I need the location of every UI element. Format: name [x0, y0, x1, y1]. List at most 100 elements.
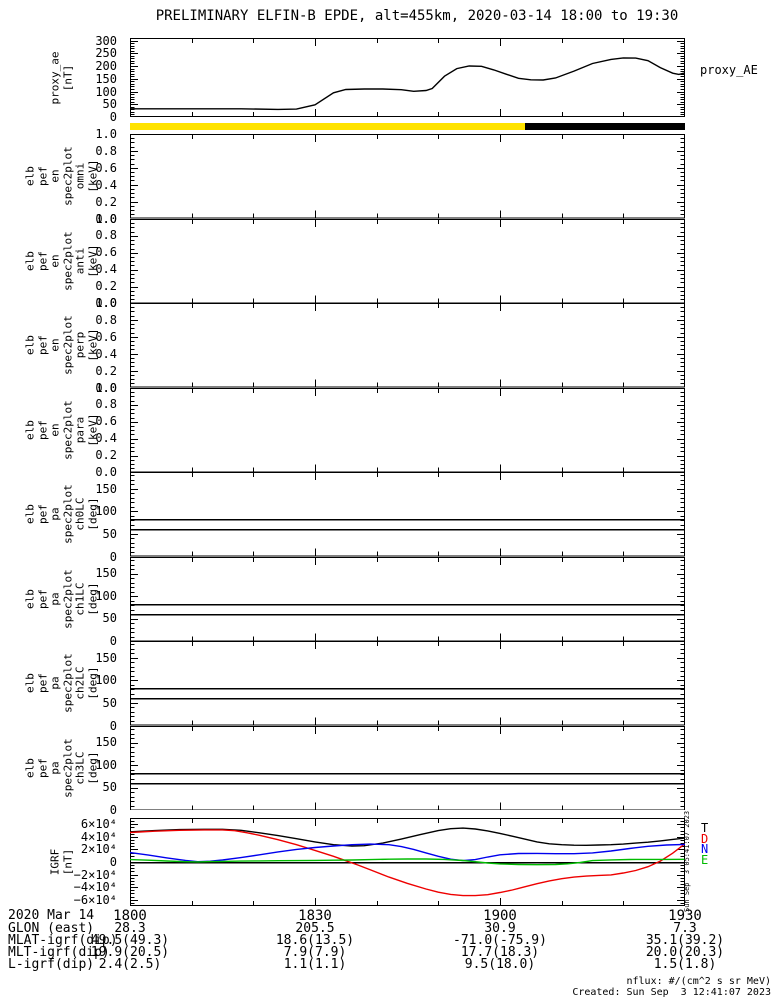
- table-row: MLAT-igrf(dip) 49.5(49.3) 18.6(13.5) -71…: [0, 933, 775, 948]
- table-row-label: MLAT-igrf(dip): [8, 933, 118, 948]
- table-cell: 7.3: [673, 921, 697, 936]
- panel-plot-ch0lc: [130, 472, 685, 557]
- y-tick-label: 100: [95, 504, 117, 519]
- table-cell: 1.1(1.1): [283, 957, 347, 972]
- y-tick-label: 0.8: [95, 228, 117, 243]
- y-tick-label: 250: [95, 46, 117, 61]
- y-tick-label: 0.4: [95, 346, 117, 361]
- panel-ylabel-ch3lc: elb pef pa spec2plot ch3LC [deg]: [23, 737, 100, 798]
- series-igrf_T: [129, 827, 686, 847]
- panel-ylabel-proxy_ae: proxy_ae [nT]: [48, 51, 75, 104]
- panel-anti: [130, 218, 685, 303]
- panel-para: [130, 387, 685, 472]
- y-tick-label: 0: [109, 634, 117, 648]
- y-tick-label: 100: [95, 588, 117, 603]
- panel-ylabel-para: elb pef en spec2plot para [keV]: [23, 399, 100, 460]
- y-tick-label: 50: [102, 780, 117, 795]
- plot-title: PRELIMINARY ELFIN-B EPDE, alt=455km, 202…: [155, 8, 679, 24]
- y-tick-label: 0: [109, 855, 117, 869]
- panel-igrf: [129, 818, 686, 906]
- panel-ylabel-ch0lc: elb pef pa spec2plot ch0LC [deg]: [23, 484, 100, 545]
- table-cell: 17.7(18.3): [460, 945, 540, 960]
- time-tick-label: 1930: [668, 908, 702, 924]
- y-tick-label: −2×10⁴: [73, 867, 117, 882]
- panel-ch3lc: [130, 725, 685, 810]
- y-tick-label: 200: [95, 59, 117, 74]
- table-row: 2020 Mar 14 1800 1830 1900 1930: [0, 908, 775, 924]
- series-proxy_ae: [130, 57, 686, 111]
- panel-plot-ch1lc: [130, 556, 685, 641]
- y-tick-label: 50: [102, 611, 117, 626]
- y-tick-label: 150: [95, 481, 117, 496]
- y-tick-label: 50: [102, 526, 117, 541]
- y-tick-label: 0.2: [95, 194, 117, 209]
- panel-ch2lc: [130, 641, 685, 726]
- table-cell: 20.0(20.3): [645, 945, 725, 960]
- panel-plot-ch3lc: [130, 725, 685, 810]
- y-tick-label: 0.4: [95, 262, 117, 277]
- panel-ylabel-ch2lc: elb pef pa spec2plot ch2LC [deg]: [23, 653, 100, 714]
- table-cell: 2.4(2.5): [98, 957, 162, 972]
- panel-plot-anti: [130, 218, 685, 303]
- table-row-label: 2020 Mar 14: [8, 908, 95, 923]
- flag-segment: [524, 123, 685, 130]
- y-tick-label: 1.0: [95, 211, 117, 226]
- panel-plot-igrf: [129, 818, 686, 906]
- panel-ylabel-omni: elb pef en spec2plot omni [keV]: [23, 146, 100, 207]
- table-row: GLON (east) 28.3 205.5 30.9 7.3: [0, 921, 775, 936]
- panel-plot-proxy_ae: [130, 38, 686, 117]
- y-tick-label: 0: [109, 803, 117, 817]
- y-tick-label: 0.0: [95, 211, 117, 226]
- series-igrf_E: [129, 858, 686, 866]
- time-tick-label: 1900: [483, 908, 517, 924]
- table-cell: -71.0(-75.9): [453, 933, 547, 948]
- y-tick-label: 0.0: [95, 296, 117, 310]
- legend-N: N: [701, 842, 709, 856]
- flux-units-note: nflux: #/(cm^2 s sr MeV): [626, 976, 772, 987]
- y-tick-label: 300: [95, 33, 117, 48]
- y-tick-label: 4×10⁴: [80, 829, 117, 844]
- table-cell: 35.1(39.2): [645, 933, 725, 948]
- table-row-label: MLT-igrf(dip): [8, 945, 110, 960]
- y-tick-label: −4×10⁴: [73, 880, 117, 895]
- y-tick-label: 100: [95, 757, 117, 772]
- table-cell: 18.6(13.5): [275, 933, 355, 948]
- proxy-ae-right-label: proxy_AE: [700, 63, 758, 77]
- y-tick-label: 150: [95, 735, 117, 750]
- panel-plot-omni: [130, 134, 685, 219]
- time-tick-label: 1830: [298, 908, 332, 924]
- panel-proxy_ae: [130, 38, 686, 117]
- y-tick-label: 0.2: [95, 279, 117, 294]
- panel-plot-perp: [130, 303, 685, 388]
- created-timestamp: Created: Sun Sep 3 12:41:07 2023: [572, 987, 771, 998]
- y-tick-label: 1.0: [95, 127, 117, 141]
- panel-perp: [130, 303, 685, 388]
- table-row: L-igrf(dip) 2.4(2.5) 1.1(1.1) 9.5(18.0) …: [0, 957, 775, 972]
- legend-E: E: [701, 852, 709, 867]
- y-tick-label: 150: [95, 566, 117, 581]
- flag-segment: [130, 123, 525, 130]
- panel-omni: [130, 134, 685, 219]
- y-tick-label: 0.2: [95, 448, 117, 463]
- table-row-label: GLON (east): [8, 921, 95, 936]
- panel-ch0lc: [130, 472, 685, 557]
- series-igrf_D: [129, 829, 686, 897]
- table-cell: 19.9(20.5): [90, 945, 170, 960]
- table-cell: 1.5(1.8): [653, 957, 717, 972]
- y-tick-label: 0.0: [95, 380, 117, 395]
- time-tick-label: 1800: [113, 908, 147, 924]
- y-tick-label: 6×10⁴: [80, 817, 117, 832]
- panel-ylabel-igrf: IGRF [nT]: [48, 848, 75, 876]
- y-tick-label: 1.0: [95, 380, 117, 395]
- y-tick-label: 0: [109, 110, 117, 124]
- panel-ylabel-anti: elb pef en spec2plot anti [keV]: [23, 230, 100, 291]
- science-zone-bar: [130, 123, 685, 130]
- y-tick-label: 0.2: [95, 363, 117, 378]
- y-tick-label: 0.6: [95, 160, 117, 175]
- legend-T: T: [701, 821, 709, 835]
- y-tick-label: 0.8: [95, 143, 117, 158]
- y-tick-label: 0.4: [95, 177, 117, 192]
- panel-ylabel-ch1lc: elb pef pa spec2plot ch1LC [deg]: [23, 568, 100, 629]
- y-tick-label: 100: [95, 673, 117, 688]
